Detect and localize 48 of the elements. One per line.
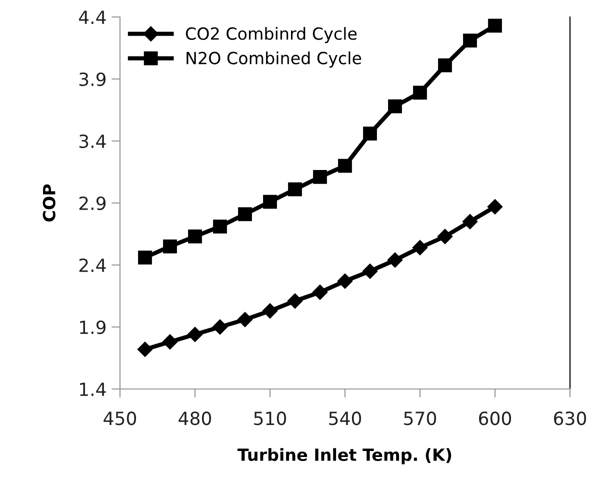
point [163, 239, 177, 254]
point [412, 240, 428, 256]
y-tick-label: 3.4 [79, 134, 106, 148]
point [287, 293, 303, 309]
point [437, 228, 453, 244]
x-tick-label: 630 [554, 412, 586, 426]
point [387, 252, 403, 268]
point [162, 334, 178, 350]
point [237, 312, 253, 328]
y-axis-title: COP [42, 184, 56, 222]
point [137, 342, 153, 357]
point [212, 319, 228, 335]
y-tick-label: 3.9 [79, 72, 106, 86]
point [363, 126, 377, 141]
x-tick-label: 570 [404, 412, 436, 426]
legend-label: N2O Combined Cycle [186, 51, 362, 68]
point [463, 34, 477, 48]
y-tick-label: 2.4 [79, 258, 106, 272]
y-tick-label: 1.9 [80, 320, 106, 334]
x-tick-label: 510 [254, 412, 286, 426]
point [413, 86, 427, 100]
point [187, 326, 203, 342]
y-tick-label: 4.4 [78, 10, 106, 24]
point [338, 158, 352, 173]
y-tick-label: 1.4 [80, 382, 106, 396]
x-tick-label: 480 [178, 412, 212, 426]
x-axis-title: Turbine Inlet Temp. (K) [238, 448, 452, 464]
point [188, 230, 202, 244]
point [462, 214, 478, 230]
point [213, 220, 227, 234]
point [312, 284, 328, 300]
point [288, 182, 302, 196]
point [138, 250, 152, 265]
x-tick-label: 600 [479, 412, 512, 426]
point [388, 99, 402, 114]
point [262, 303, 278, 318]
x-tick-label: 450 [104, 412, 136, 426]
point [313, 170, 327, 184]
point [487, 199, 503, 214]
point [362, 264, 378, 279]
x-tick-label: 540 [329, 412, 362, 426]
legend-label: CO2 Combinrd Cycle [186, 27, 357, 44]
point [263, 194, 277, 209]
point [488, 18, 502, 33]
point [238, 207, 252, 222]
y-tick-label: 2.9 [79, 196, 106, 210]
point [337, 274, 353, 289]
point [438, 58, 452, 72]
